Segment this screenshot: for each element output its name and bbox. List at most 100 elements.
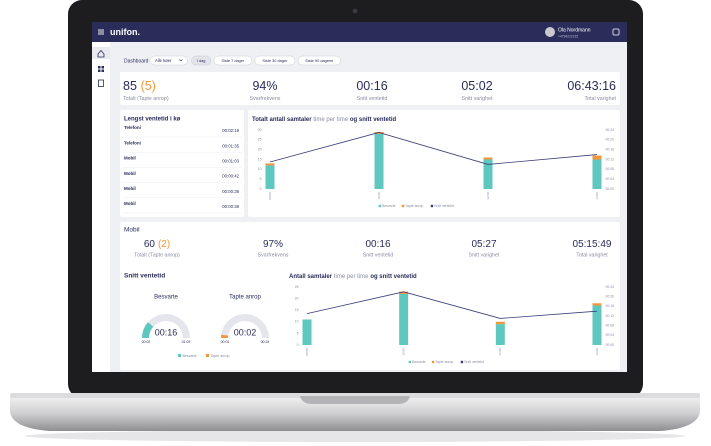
gauge-value: 00:02 <box>234 327 257 337</box>
bar <box>302 319 312 345</box>
gauge-track <box>142 314 190 338</box>
legend-label: Besvarte <box>412 360 425 364</box>
menu-icon[interactable] <box>98 29 104 35</box>
bar <box>374 133 384 189</box>
gauge-fill <box>221 334 229 338</box>
doc-icon[interactable] <box>98 79 104 87</box>
gauge-name: Besvarte <box>154 295 178 301</box>
gauge-max: 00:24 <box>261 340 270 344</box>
y-tick-label: 5 <box>297 331 299 335</box>
bar <box>495 321 505 325</box>
chevron <box>179 59 183 62</box>
y2-tick-label: 00:12 <box>606 314 615 318</box>
queue-name: Mobil <box>124 156 136 161</box>
y-tick-label: 15 <box>295 308 299 312</box>
y2-tick-label: 00:08 <box>606 167 615 171</box>
period-label: I dag <box>197 58 206 63</box>
y2-tick-label: 00:04 <box>606 333 615 337</box>
kpi-number: 05:27 <box>471 239 496 250</box>
queue-time: 00:00:42 <box>222 174 239 179</box>
queue-name: Mobil <box>124 186 136 191</box>
user-name: Ola Nordmann <box>558 27 591 33</box>
logout-icon[interactable] <box>612 28 620 36</box>
logo: unifon. <box>110 27 140 37</box>
grid-cell <box>98 66 101 69</box>
bar <box>399 293 409 345</box>
bar <box>483 159 493 189</box>
queue-name: Mobil <box>124 201 136 206</box>
y2-tick-label: 00:20 <box>606 295 615 299</box>
grid-icon[interactable] <box>98 66 104 72</box>
mobile-title: Mobil <box>124 227 140 234</box>
summary-card <box>120 72 620 105</box>
legend-label: Tapte anrop <box>405 204 423 208</box>
y2-tick-label: 00:04 <box>606 177 615 181</box>
bar <box>495 324 505 345</box>
kpi-value: 60 (2) <box>144 239 170 250</box>
legend-label: Tapte anrop <box>211 354 230 358</box>
kpi-label: Totalt (Tapte anrop) <box>123 96 169 102</box>
kpi-label: Snitt varighet <box>469 252 500 258</box>
period-button[interactable] <box>254 55 296 66</box>
queue-title: Lengst ventetid i kø <box>124 117 181 123</box>
legend-label: Snitt ventetid <box>464 360 484 364</box>
y2-tick-label: 00:24 <box>606 285 615 289</box>
title-lead: Totalt antall samtaler <box>252 117 312 123</box>
kpi-number: 00:16 <box>356 79 387 93</box>
kpi-label: Total varighet <box>576 252 608 258</box>
kpi-value: 97% <box>263 239 283 250</box>
gauge-title: Snitt ventetid <box>124 273 165 280</box>
title-muted: time per time <box>334 274 369 280</box>
gauge-max: 01:03 <box>182 340 191 344</box>
legend-swatch <box>178 354 181 357</box>
kpi-value: 00:16 <box>365 239 390 250</box>
y-tick-label: 25 <box>258 138 262 142</box>
line <box>269 132 598 165</box>
kpi-value: 06:43:16 <box>567 79 616 93</box>
period-button[interactable] <box>213 55 253 66</box>
x-tick-label: 08:00 <box>268 192 272 200</box>
kpi-label: Total varighet <box>584 96 616 102</box>
queue-name: Mobil <box>124 171 136 176</box>
kpi-number: 94% <box>252 79 277 93</box>
queue-time: 00:02:19 <box>222 128 239 133</box>
x-tick-label: 14:00 <box>595 348 599 356</box>
bar <box>374 131 384 134</box>
legend-swatch <box>206 354 209 357</box>
queue-select[interactable] <box>149 55 188 66</box>
legend-swatch <box>401 204 405 208</box>
queue-name: Telefoni <box>124 140 141 145</box>
kpi-number: 00:16 <box>365 239 390 250</box>
kpi-number: 60 <box>144 239 156 250</box>
y-tick-label: 30 <box>258 128 262 132</box>
legend-swatch <box>430 204 434 208</box>
period-label: Siste 7 dager <box>221 58 245 63</box>
y2-tick-label: 00:00 <box>606 187 615 191</box>
bar <box>592 303 602 306</box>
kpi-value: 05:27 <box>471 239 496 250</box>
y-tick-label: 0 <box>260 187 262 191</box>
y-tick-label: 5 <box>260 177 262 181</box>
legend-swatch <box>460 360 464 364</box>
bar <box>265 163 275 166</box>
queue-time: 00:01:03 <box>222 159 239 164</box>
user-phone: +4794222222 <box>558 34 578 38</box>
title-tail: og snitt ventetid <box>350 117 397 123</box>
period-button[interactable] <box>297 55 341 66</box>
y2-tick-label: 00:24 <box>606 128 615 132</box>
x-tick-label: 14:00 <box>595 192 599 200</box>
y-tick-label: 10 <box>295 320 299 324</box>
x-tick-label: 12:00 <box>486 192 490 200</box>
bar <box>592 305 602 345</box>
y-tick-label: 25 <box>295 285 299 289</box>
period-button[interactable] <box>191 55 212 66</box>
kpi-number: 85 <box>123 79 137 93</box>
kpi-value: 00:16 <box>356 79 387 93</box>
avatar[interactable] <box>545 27 555 37</box>
gauge-fill <box>142 322 154 338</box>
kpi-label: Snitt ventetid <box>363 252 394 258</box>
home-icon[interactable] <box>97 49 105 58</box>
period-label: Siste 30 dager <box>262 58 288 63</box>
